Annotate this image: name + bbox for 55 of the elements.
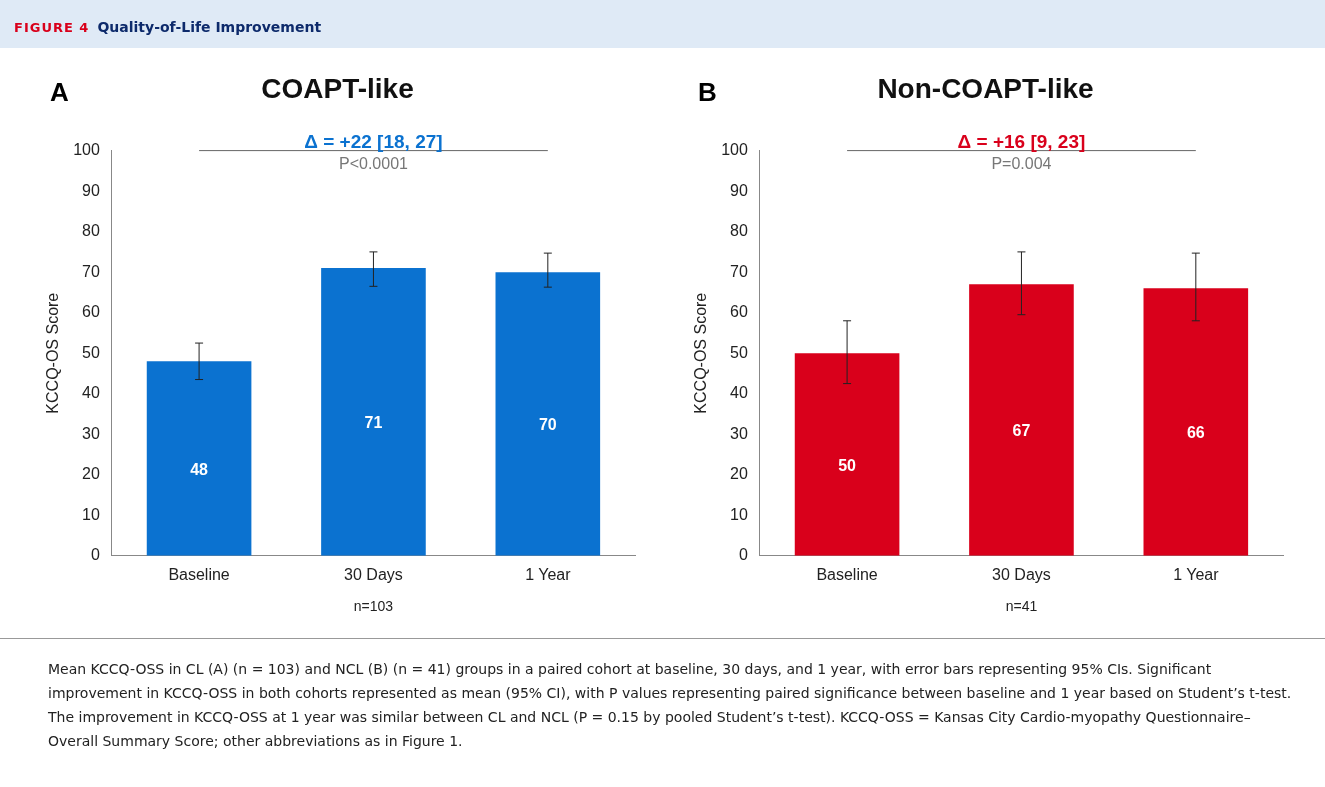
data-label: 67 [1012,422,1031,440]
data-label: 66 [1186,424,1205,442]
data-label: 50 [838,456,857,474]
y-tick-label: 0 [738,546,748,564]
y-tick-label: 40 [730,384,748,402]
y-tick-label: 30 [730,424,748,442]
bar [1143,288,1249,556]
x-tick-label: 1 Year [1173,565,1220,583]
data-label: 71 [364,414,383,432]
y-tick-label: 60 [82,303,100,321]
y-axis-title: KCCQ-OS Score [692,292,710,414]
y-tick-label: 80 [730,222,748,240]
y-tick-label: 100 [73,141,100,159]
annotation: P<0.0001 [338,154,409,172]
chart-title: COAPT-like [261,72,414,104]
text: Quality-of-Life Improvement [97,19,322,35]
chart-title: Non-COAPT-like [877,72,1094,104]
y-tick-label: 90 [730,181,748,199]
data-label: 70 [538,416,557,434]
x-tick-label: Baseline [168,565,230,583]
text: A [50,77,69,108]
y-tick-label: 70 [730,262,748,280]
y-tick-label: 20 [82,465,100,483]
text: Mean KCCQ-OSS in CL (A) (n = 103) and NCL (B) (n = 41) groups in a paired cohort at baseline, 30 days, and 1 year, with error bars representing 95% CIs. Significant improvement in KCCQ-OSS in both cohorts represented as mean (95% CI), with P values representing paired significance between baseline and 1 year based on Student’s t-test. The improvement in KCCQ-OSS at 1 year was similar between CL and NCL (P = 0.15 by pooled Student’s t-test). KCCQ-OSS = Kansas City Cardio-myopathy Questionnaire–Overall Summary Score; other abbreviations as in Figure 1. [0,638,1325,753]
data-label: 48 [190,460,209,478]
y-tick-label: 80 [82,222,100,240]
bar [321,268,426,556]
y-tick-label: 50 [82,343,100,361]
x-tick-label: Baseline [816,565,878,583]
annotation: Δ = +16 [9, 23] [957,130,1086,152]
text: B [698,77,717,108]
y-tick-label: 10 [82,505,100,523]
y-tick-label: 70 [82,262,100,280]
annotation: P=0.004 [991,154,1052,172]
y-tick-label: 50 [730,343,748,361]
bar [794,353,900,556]
y-axis-title: KCCQ-OS Score [44,292,62,414]
y-tick-label: 10 [730,505,748,523]
caption: FIGURE 4 [14,20,90,35]
y-tick-label: 40 [82,384,100,402]
annotation: Δ = +22 [18, 27] [304,130,443,152]
bar [969,284,1074,556]
y-tick-label: 20 [730,465,748,483]
x-tick-label: 1 Year [525,565,572,583]
y-tick-label: 90 [82,181,100,199]
y-tick-label: 60 [730,303,748,321]
y-tick-label: 100 [721,141,748,159]
text: n=41 [1005,597,1038,614]
bar [495,272,601,556]
y-tick-label: 0 [90,546,100,564]
y-tick-label: 30 [82,424,100,442]
text: n=103 [353,597,394,614]
x-tick-label: 30 Days [344,565,403,583]
bar [146,361,252,556]
x-tick-label: 30 Days [992,565,1051,583]
